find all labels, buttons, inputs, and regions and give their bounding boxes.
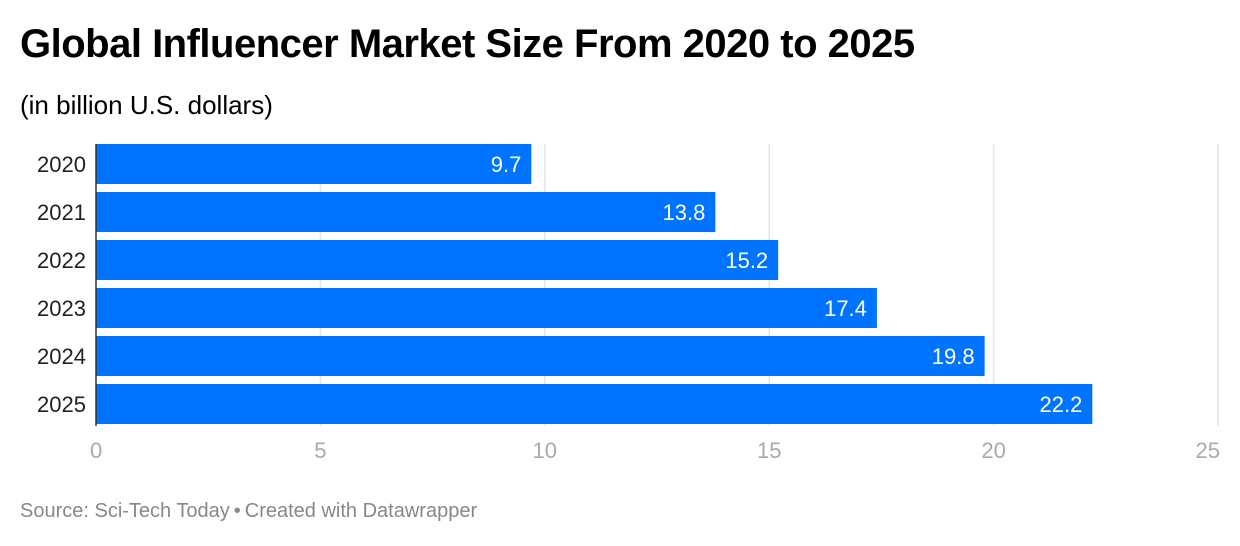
category-label-2021: 2021	[37, 200, 86, 225]
category-label-2024: 2024	[37, 344, 86, 369]
bar-2020	[96, 144, 532, 184]
x-tick-label: 15	[757, 438, 781, 463]
bar-2023	[96, 288, 877, 328]
chart-footer: Source: Sci-Tech Today • Created with Data…	[20, 500, 477, 523]
category-label-2025: 2025	[37, 392, 86, 417]
category-label-2020: 2020	[37, 152, 86, 177]
category-label-2022: 2022	[37, 248, 86, 273]
footer-separator: •	[233, 500, 241, 522]
bar-2022	[96, 240, 779, 280]
chart-title: Global Influencer Market Size From 2020 …	[20, 22, 915, 66]
chart-subtitle: (in billion U.S. dollars)	[20, 90, 273, 120]
x-tick-label: 5	[314, 438, 326, 463]
value-label-2022: 15.2	[725, 248, 768, 273]
x-tick-label: 10	[533, 438, 557, 463]
bar-2021	[96, 192, 716, 232]
source-note: Source: Sci-Tech Today	[20, 500, 230, 522]
credit-note: Created with Datawrapper	[244, 500, 478, 522]
value-label-2024: 19.8	[932, 344, 975, 369]
bar-2025	[96, 384, 1093, 424]
bar-2024	[96, 336, 985, 376]
category-label-2023: 2023	[37, 296, 86, 321]
value-label-2023: 17.4	[824, 296, 867, 321]
x-tick-label: 0	[90, 438, 102, 463]
value-label-2021: 13.8	[663, 200, 706, 225]
value-label-2020: 9.7	[491, 152, 522, 177]
value-label-2025: 22.2	[1040, 392, 1083, 417]
x-tick-label: 25	[1196, 438, 1220, 463]
x-tick-label: 20	[981, 438, 1005, 463]
